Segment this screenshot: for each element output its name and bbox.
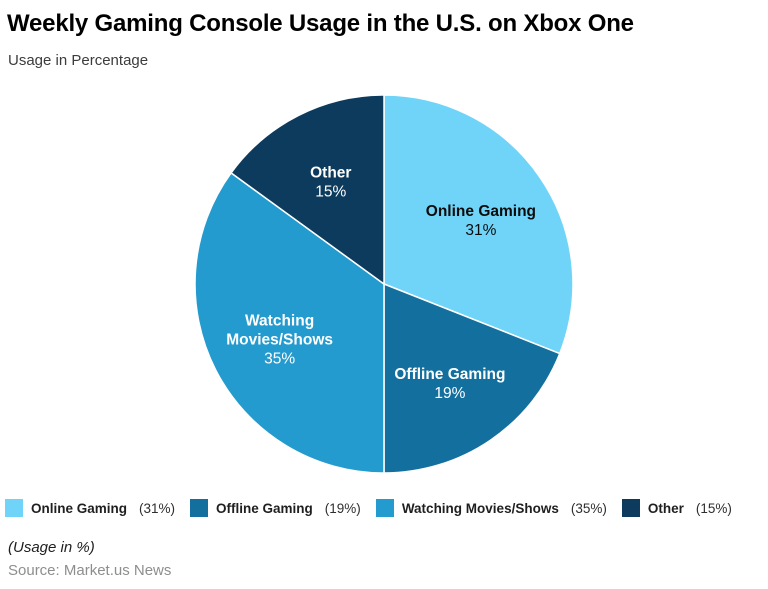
legend-percentage: (15%) [695, 500, 732, 516]
legend-label: Other [647, 500, 684, 516]
pie-slice-offline-gaming[interactable] [383, 283, 561, 474]
legend-swatch-other [621, 499, 640, 517]
pie-label-watching-movies-shows: Watching Movies/Shows 35% [226, 313, 333, 368]
legend-item-offline-gaming[interactable]: Offline Gaming (19%) [190, 499, 361, 517]
legend-percentage: (35%) [570, 500, 607, 516]
pie-label-other: Other 15% [310, 165, 351, 201]
legend-item-other[interactable]: Other (15%) [621, 499, 732, 517]
chart-subtitle: Usage in Percentage [8, 52, 149, 69]
usage-note: (Usage in %) [8, 539, 95, 556]
pie-label-online-gaming: Online Gaming 31% [426, 203, 536, 239]
chart-legend: Online Gaming (31%) Offline Gaming (19%) Wat… [5, 499, 764, 517]
legend-swatch-offline-gaming [190, 499, 209, 517]
source-credit: Source: Market.us News [8, 562, 172, 579]
legend-label: Watching Movies/Shows [401, 500, 559, 516]
legend-percentage: (19%) [324, 500, 361, 516]
legend-swatch-online-gaming [5, 499, 23, 517]
pie-label-offline-gaming: Offline Gaming 19% [394, 366, 505, 402]
pie-slice-other[interactable] [230, 94, 385, 285]
pie-slice-online-gaming[interactable] [383, 94, 574, 355]
legend-item-online-gaming[interactable]: Online Gaming (31%) [5, 499, 175, 517]
chart-title: Weekly Gaming Console Usage in the U.S. … [7, 10, 634, 37]
legend-swatch-watching-movies-shows [375, 499, 394, 517]
legend-label: Online Gaming [31, 500, 128, 516]
legend-item-watching-movies-shows[interactable]: Watching Movies/Shows (35%) [375, 499, 607, 517]
legend-label: Offline Gaming [216, 500, 313, 516]
pie-slice-watching-movies-shows[interactable] [194, 172, 385, 474]
legend-percentage: (31%) [139, 500, 176, 516]
